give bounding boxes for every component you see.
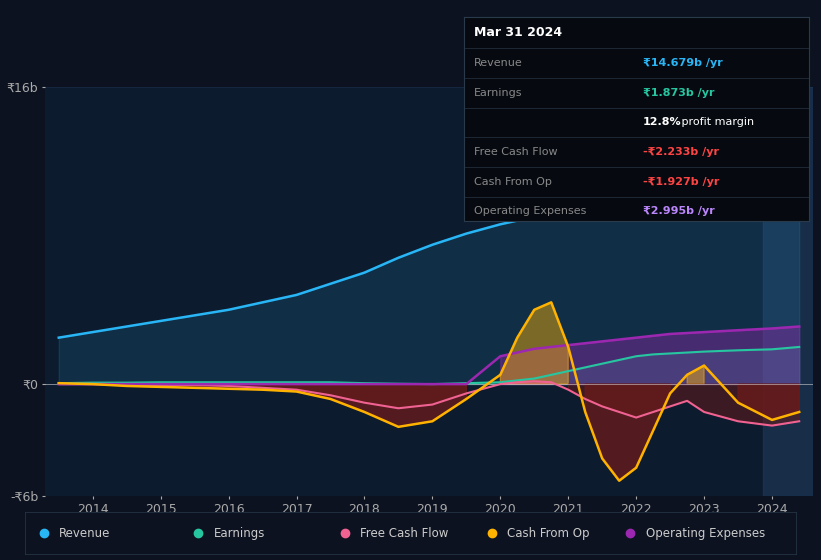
Text: 12.8%: 12.8%	[643, 118, 681, 128]
Text: ₹2.995b /yr: ₹2.995b /yr	[643, 207, 715, 216]
Text: -₹2.233b /yr: -₹2.233b /yr	[643, 147, 719, 157]
Text: ₹14.679b /yr: ₹14.679b /yr	[643, 58, 723, 68]
Text: Cash From Op: Cash From Op	[475, 177, 552, 187]
Text: Cash From Op: Cash From Op	[507, 527, 589, 540]
Text: ₹1.873b /yr: ₹1.873b /yr	[643, 88, 714, 98]
Text: Earnings: Earnings	[475, 88, 523, 98]
Text: Free Cash Flow: Free Cash Flow	[360, 527, 449, 540]
Bar	[764, 87, 813, 496]
Text: Revenue: Revenue	[475, 58, 523, 68]
Text: Operating Expenses: Operating Expenses	[475, 207, 586, 216]
Text: Revenue: Revenue	[59, 527, 111, 540]
Text: Operating Expenses: Operating Expenses	[646, 527, 765, 540]
Text: Mar 31 2024: Mar 31 2024	[475, 26, 562, 39]
Text: Earnings: Earnings	[213, 527, 265, 540]
Text: -₹1.927b /yr: -₹1.927b /yr	[643, 177, 719, 187]
Text: profit margin: profit margin	[677, 118, 754, 128]
Text: Free Cash Flow: Free Cash Flow	[475, 147, 557, 157]
